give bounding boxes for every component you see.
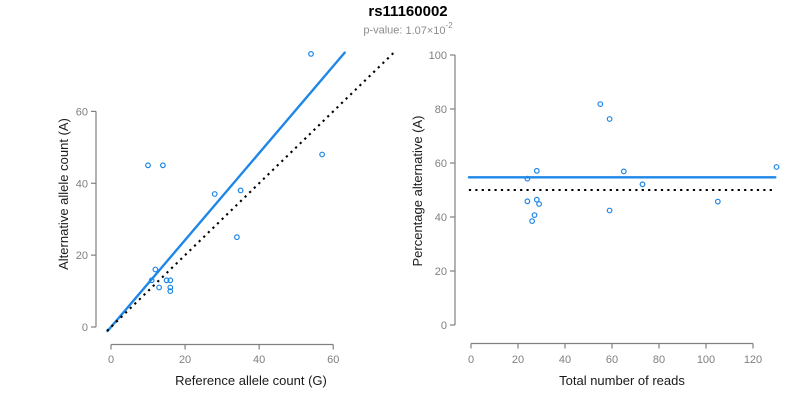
y-tick-label: 0 [82, 322, 88, 334]
y-axis-label: Alternative allele count (A) [56, 118, 71, 270]
data-point [533, 167, 540, 174]
p-value-mantissa: 1.07×10 [405, 24, 446, 37]
data-point [152, 266, 159, 273]
data-point [773, 164, 780, 170]
data-point [524, 175, 531, 182]
data-point [148, 277, 155, 284]
p-value-label: p-value: [363, 24, 403, 37]
data-point [237, 187, 244, 194]
data-point [536, 201, 542, 207]
x-tick-label: 20 [179, 354, 191, 366]
y-tick-label: 20 [435, 266, 447, 278]
x-tick-label: 20 [512, 354, 524, 366]
x-tick-label: 100 [697, 354, 715, 366]
data-point [606, 207, 613, 214]
y-tick-label: 60 [76, 106, 88, 118]
data-point [145, 162, 151, 169]
data-point [167, 284, 174, 291]
y-tick-label: 100 [429, 50, 447, 62]
fit-line [106, 51, 346, 333]
y-tick-label: 80 [435, 104, 447, 116]
data-point [606, 116, 613, 122]
data-point [156, 284, 163, 291]
x-tick-label: 0 [468, 354, 474, 366]
p-value-exponent: -2 [445, 21, 453, 30]
y-tick-label: 60 [435, 158, 447, 170]
data-point [163, 277, 170, 284]
x-tick-label: 60 [327, 354, 339, 366]
data-point [167, 277, 174, 284]
data-point [308, 51, 314, 57]
data-point [714, 198, 721, 205]
data-point [531, 212, 538, 219]
x-tick-label: 80 [653, 354, 665, 366]
y-tick-label: 40 [435, 212, 447, 224]
data-point [167, 288, 174, 295]
x-axis-label: Total number of reads [559, 373, 685, 388]
y-tick-label: 20 [76, 250, 88, 262]
data-point [533, 196, 540, 203]
data-point [524, 198, 531, 205]
data-point [319, 151, 326, 158]
y-axis-label: Percentage alternative (A) [410, 115, 425, 266]
data-point [529, 218, 535, 225]
data-point [159, 162, 166, 169]
y-tick-label: 0 [441, 320, 447, 332]
p-value-subtitle: p-value: 1.07×10-2 [0, 21, 800, 37]
x-tick-label: 40 [559, 354, 571, 366]
identity-line [106, 51, 395, 332]
x-tick-label: 0 [108, 354, 114, 366]
x-tick-label: 120 [744, 354, 762, 366]
data-point [597, 101, 604, 107]
data-point [233, 234, 240, 241]
data-point [620, 168, 627, 175]
x-tick-label: 40 [253, 354, 265, 366]
data-point [639, 181, 646, 188]
percentage-vs-reads-scatter: 0 20 40 60 80 100 0 20 40 60 80 100 120 Total number … [410, 50, 780, 388]
x-tick-label: 60 [606, 354, 618, 366]
data-point [211, 191, 218, 197]
y-tick-label: 40 [76, 178, 88, 190]
x-axis-label: Reference allele count (G) [175, 373, 327, 388]
snp-title: rs11160002 [368, 3, 448, 20]
